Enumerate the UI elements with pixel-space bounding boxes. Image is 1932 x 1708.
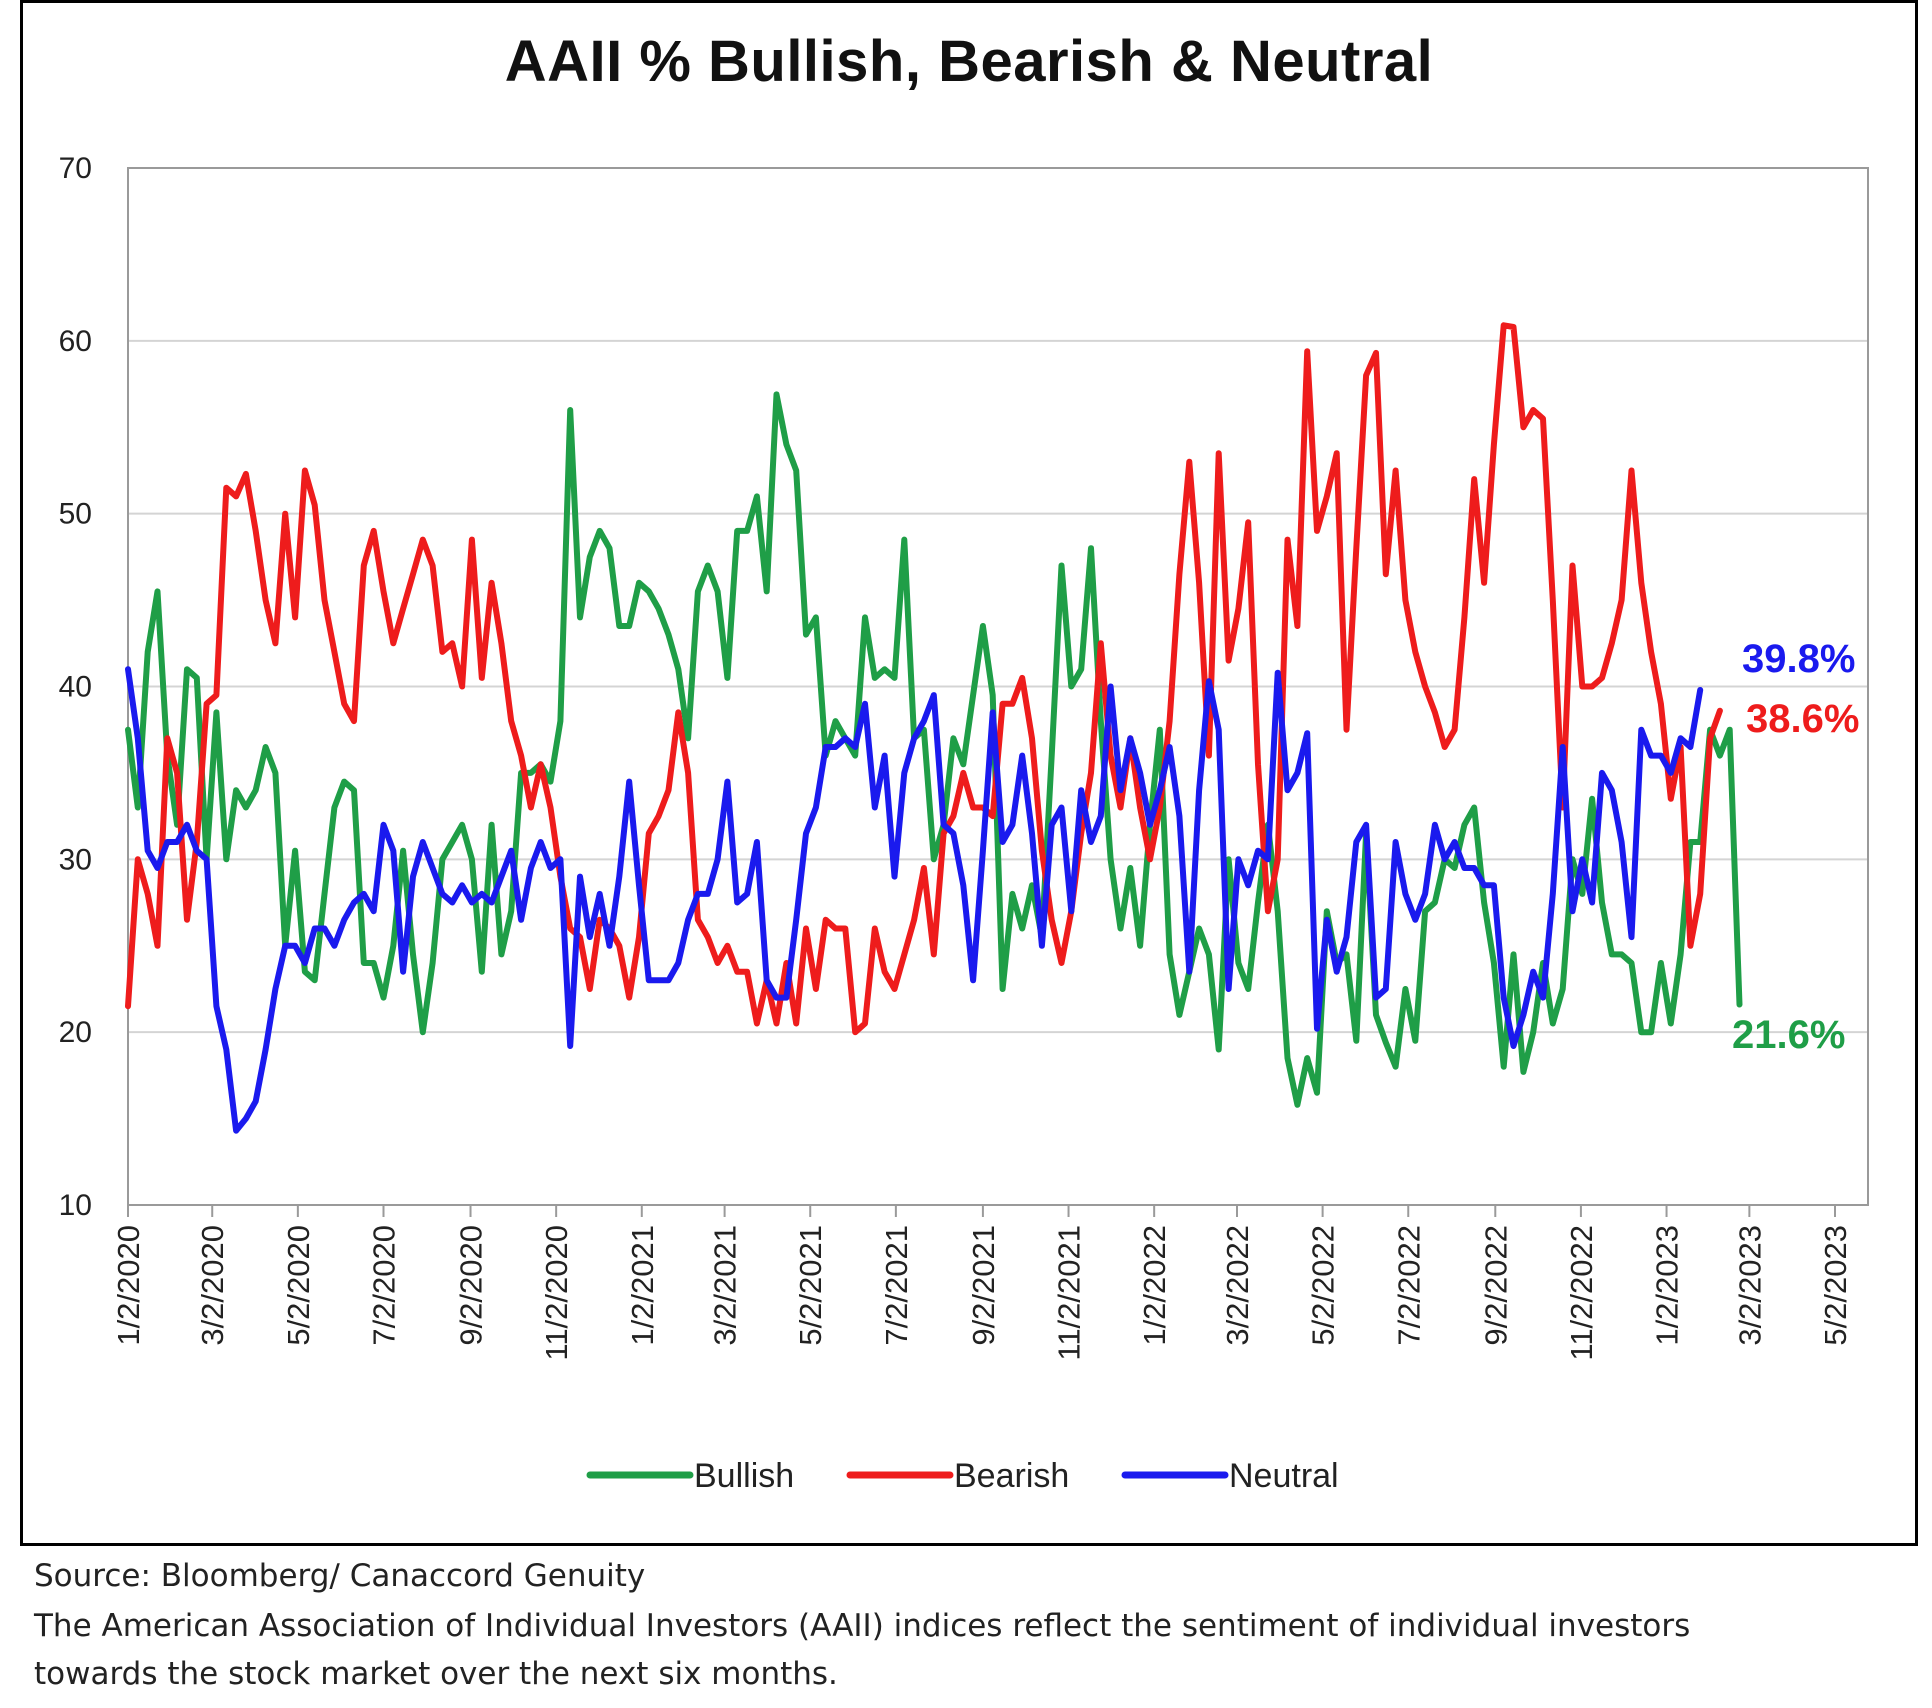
series-lines: [125, 322, 1743, 1134]
x-tick-label: 3/2/2022: [1220, 1225, 1255, 1346]
end-label-bullish: 21.6%: [1732, 1013, 1845, 1057]
x-tick-label: 3/2/2021: [708, 1225, 743, 1346]
source-note: Source: Bloomberg/ Canaccord Genuity: [34, 1558, 646, 1594]
chart-title: AAII % Bullish, Bearish & Neutral: [504, 29, 1434, 94]
description-line-2: towards the stock market over the next s…: [34, 1656, 838, 1692]
series-line-bullish: [125, 391, 1743, 1108]
x-tick-label: 9/2/2022: [1478, 1225, 1513, 1346]
legend-label-neutral: Neutral: [1229, 1457, 1339, 1495]
x-tick-label: 9/2/2020: [454, 1225, 489, 1346]
x-tick-label: 9/2/2021: [966, 1225, 1001, 1346]
x-tick-label: 11/2/2020: [539, 1225, 574, 1361]
x-tick-label: 11/2/2021: [1052, 1225, 1087, 1361]
legend-label-bullish: Bullish: [694, 1457, 794, 1495]
end-label-neutral: 39.8%: [1742, 637, 1855, 681]
series-line-bearish: [125, 322, 1723, 1036]
x-tick-label: 5/2/2021: [793, 1225, 828, 1346]
x-tick-label: 1/2/2022: [1137, 1225, 1172, 1346]
legend-label-bearish: Bearish: [954, 1457, 1069, 1495]
x-tick-label: 5/2/2023: [1818, 1225, 1853, 1346]
y-tick-label: 40: [59, 671, 92, 704]
series-line-neutral: [125, 666, 1704, 1134]
y-tick-label: 10: [59, 1189, 92, 1222]
x-tick-label: 7/2/2021: [879, 1225, 914, 1346]
x-tick-label: 5/2/2022: [1306, 1225, 1341, 1346]
axes: 10 20 30 40 50 60 70 1/2/2020 3/2/2020 5/2/2020 7/…: [59, 152, 1868, 1361]
end-labels: 21.6% 38.6% 39.8%: [1732, 637, 1859, 1057]
description-line-1: The American Association of Individual I…: [34, 1608, 1691, 1644]
y-tick-label: 50: [59, 498, 92, 531]
x-tick-label: 7/2/2020: [366, 1225, 401, 1346]
y-tick-label: 30: [59, 843, 92, 876]
x-tick-label: 1/2/2021: [625, 1225, 660, 1346]
x-tick-label: 11/2/2022: [1564, 1225, 1599, 1361]
x-tick-label: 7/2/2022: [1391, 1225, 1426, 1346]
x-tick-label: 1/2/2020: [111, 1225, 146, 1346]
x-tick-label: 1/2/2023: [1650, 1225, 1685, 1346]
y-tick-label: 70: [59, 152, 92, 185]
y-tick-label: 20: [59, 1016, 92, 1049]
end-label-bearish: 38.6%: [1746, 697, 1859, 741]
x-tick-label: 3/2/2023: [1732, 1225, 1767, 1346]
legend: Bullish Bearish Neutral: [586, 1457, 1339, 1495]
chart-svg: 10 20 30 40 50 60 70 1/2/2020 3/2/2020 5/2/2020 7/…: [59, 152, 1869, 1495]
x-tick-label: 5/2/2020: [281, 1225, 316, 1346]
x-tick-label: 3/2/2020: [195, 1225, 230, 1346]
y-tick-label: 60: [59, 325, 92, 358]
gridlines: [128, 167, 1868, 1206]
